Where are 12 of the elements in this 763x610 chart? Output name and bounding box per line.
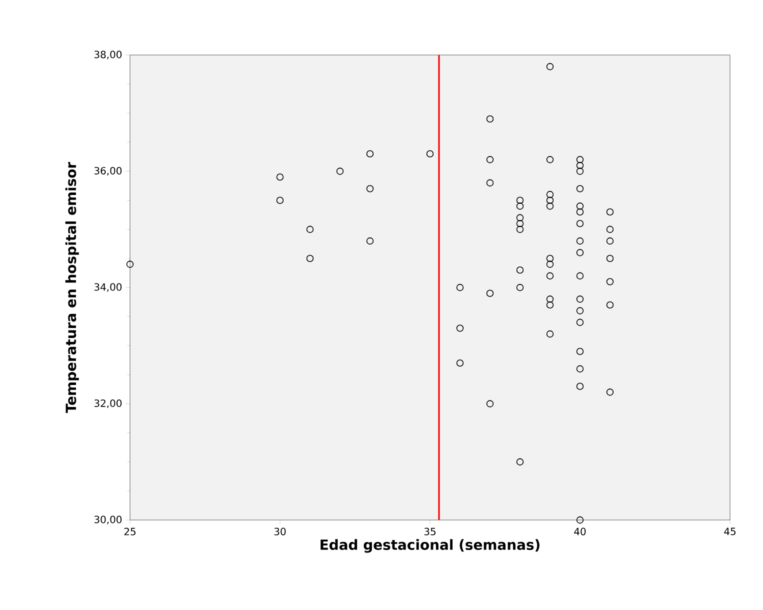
y-tick-label: 38,00 bbox=[94, 50, 122, 60]
x-tick-label: 30 bbox=[274, 528, 286, 536]
y-axis-title: Temperatura en hospital emisor bbox=[65, 162, 79, 414]
x-tick-label: 45 bbox=[724, 528, 736, 536]
y-tick-label: 32,00 bbox=[94, 399, 122, 408]
x-tick-label: 40 bbox=[574, 528, 586, 536]
y-tick-label: 36,00 bbox=[94, 166, 122, 176]
x-tick-label: 25 bbox=[124, 528, 136, 536]
y-tick-label: 30,00 bbox=[94, 516, 122, 524]
y-tick-label: 34,00 bbox=[94, 283, 122, 292]
x-tick-label: 35 bbox=[424, 528, 436, 536]
x-axis-title: Edad gestacional (semanas) bbox=[320, 539, 540, 553]
